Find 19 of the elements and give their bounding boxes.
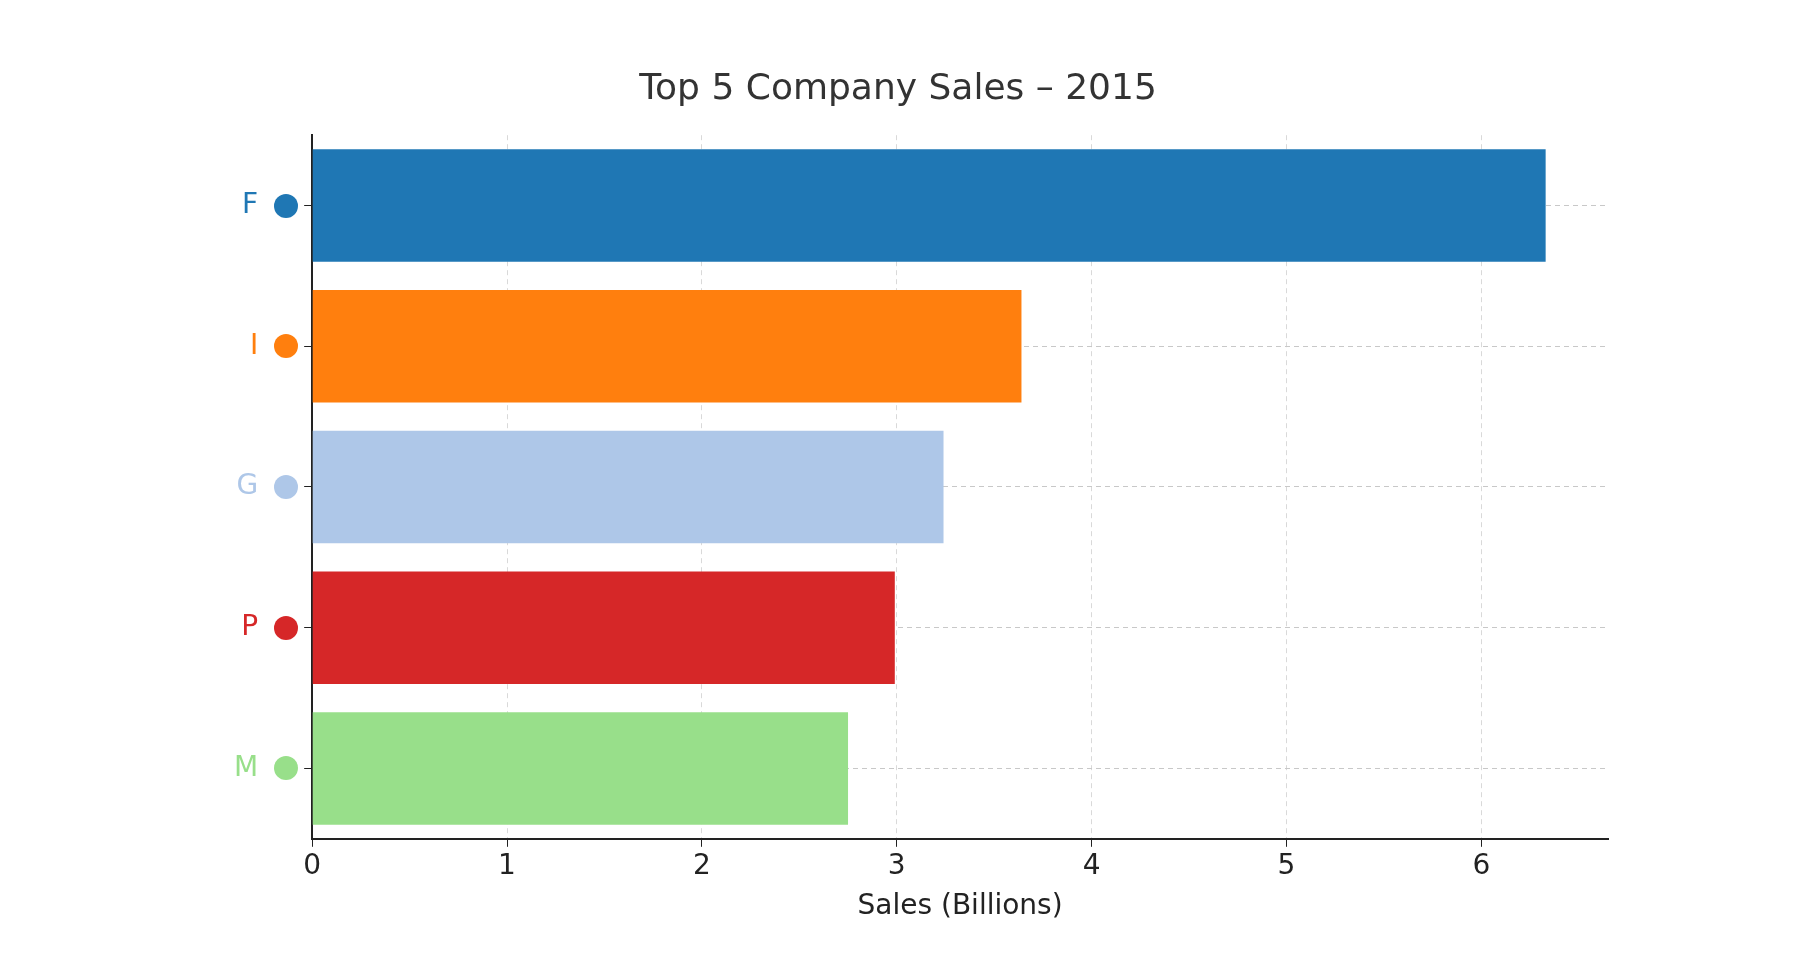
bar (312, 289, 1022, 403)
x-tick-label: 4 (1082, 847, 1101, 881)
bar (312, 430, 944, 544)
y-tick-label: G (236, 468, 259, 502)
x-tick-label: 2 (692, 847, 711, 881)
bar (312, 149, 1546, 262)
x-tick-label: 6 (1472, 847, 1491, 881)
bar (312, 571, 895, 685)
x-tick-label: 3 (887, 847, 906, 881)
y-tick-label: F (242, 186, 259, 220)
x-tick-label: 5 (1277, 847, 1296, 881)
x-axis-title: Sales (Billions) (857, 888, 1063, 922)
bar (312, 712, 849, 825)
y-tick-label: I (249, 327, 259, 361)
x-tick-label: 0 (303, 847, 322, 881)
y-tick-label: P (241, 609, 259, 642)
x-tick-label: 1 (498, 847, 516, 881)
y-tick-label: M (233, 749, 259, 783)
chart-title: Top 5 Company Sales – 2015 (638, 65, 1157, 107)
